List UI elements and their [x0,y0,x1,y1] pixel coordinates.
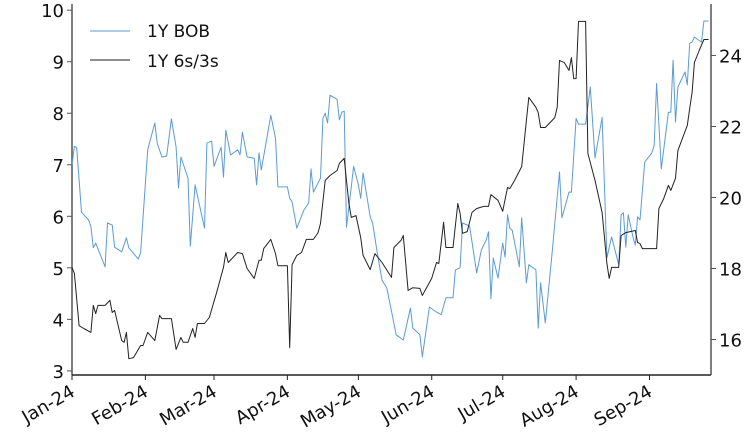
x-tick-label: Apr-24 [232,381,294,429]
y-right-tick-label: 20 [719,188,742,209]
x-tick-label: Jan-24 [18,381,79,428]
y-left-tick-label: 10 [41,1,64,22]
x-tick-label: Jul-24 [454,381,510,425]
x-tick: Feb-24 [88,375,152,430]
y-left-tick-label: 9 [53,53,64,74]
y-left-tick: 5 [53,259,72,280]
y-left-tick-label: 3 [53,362,64,383]
y-left-tick-label: 8 [53,104,64,125]
y-left-tick-label: 4 [53,310,64,331]
y-right-tick: 22 [711,117,742,138]
y-right-tick-label: 18 [719,259,742,280]
y-left-tick: 4 [53,310,72,331]
legend-label-bob: 1Y BOB [147,22,210,42]
x-tick-label: May-24 [297,381,365,432]
x-tick-label: Feb-24 [88,381,152,430]
y-right-tick: 16 [711,330,742,351]
x-tick-label: Sep-24 [591,381,656,431]
y-right-tick-label: 22 [719,117,742,138]
x-tick: May-24 [297,375,365,432]
x-tick: Jul-24 [454,375,510,425]
x-tick-label: Jun-24 [377,381,438,428]
series-layer [71,20,709,360]
series-line-1y-bob [71,20,709,358]
y-right-tick-label: 24 [719,46,742,67]
y-right-tick: 18 [711,259,742,280]
y-left-tick: 8 [53,104,72,125]
axes: 3 4 5 6 7 8 9 10 16 18 20 22 24 Jan-24 Feb-24 Mar-24 Apr… [18,1,742,432]
y-left-tick: 6 [53,207,72,228]
y-left-tick-label: 7 [53,156,64,177]
series-line-1y-6s3s [71,20,709,360]
y-left-tick-label: 6 [53,207,64,228]
x-tick: Sep-24 [591,375,656,431]
legend-label-6s3s: 1Y 6s/3s [147,52,219,72]
y-left-tick: 10 [41,1,72,22]
y-left-tick-label: 5 [53,259,64,280]
y-right-tick: 24 [711,46,742,67]
x-tick: Apr-24 [232,375,294,429]
y-left-tick: 3 [53,362,72,383]
y-right-tick: 20 [711,188,742,209]
x-tick: Jan-24 [18,375,79,428]
x-tick: Aug-24 [516,375,583,432]
x-tick-label: Mar-24 [156,381,220,430]
x-tick: Mar-24 [156,375,221,430]
legend: 1Y BOB 1Y 6s/3s [90,22,219,72]
y-left-tick: 7 [53,156,72,177]
x-tick: Jun-24 [377,375,438,429]
y-left-tick: 9 [53,53,72,74]
y-right-tick-label: 16 [719,330,742,351]
x-tick-label: Aug-24 [516,381,582,431]
